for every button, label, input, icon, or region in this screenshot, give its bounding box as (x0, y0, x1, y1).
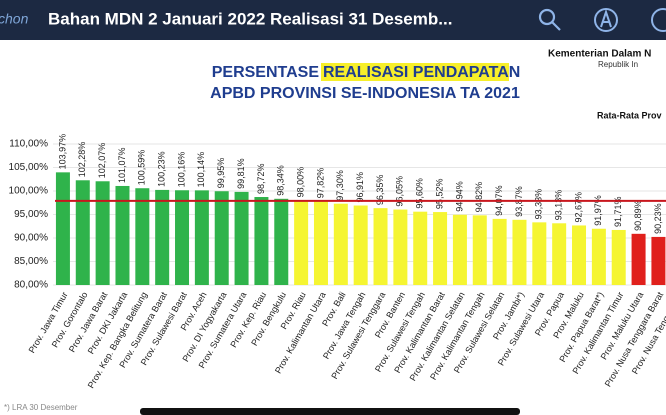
plot: 80,00% 85,00% 90,00% 95,00% 100,00% 105,00% 11… (9, 134, 666, 390)
bar (294, 200, 309, 285)
bar (95, 181, 110, 285)
bar (155, 189, 170, 285)
bar (274, 198, 289, 285)
average-label: Rata-Rata Prov (597, 110, 662, 120)
value-label: 101,07% (117, 147, 127, 183)
bar (373, 208, 388, 285)
value-label: 96,05% (395, 176, 405, 207)
value-label: 91,97% (593, 195, 603, 226)
y-tick-label: 110,00% (9, 139, 48, 150)
bar (313, 201, 328, 285)
value-label: 94,82% (474, 182, 484, 213)
chart-title: PERSENTASE (212, 64, 320, 81)
bar (175, 190, 190, 285)
value-label: 96,91% (355, 172, 365, 203)
value-label: 96,35% (375, 175, 385, 206)
value-label: 102,28% (77, 142, 87, 178)
value-label: 97,82% (315, 168, 325, 199)
value-label: 98,72% (256, 163, 266, 194)
bar (135, 188, 150, 285)
more-circle (651, 8, 666, 32)
bar (115, 185, 130, 285)
value-label: 93,33% (534, 189, 544, 220)
y-tick-label: 80,00% (14, 280, 48, 291)
y-tick-label: 105,00% (9, 162, 49, 173)
y-tick-label: 85,00% (14, 256, 48, 267)
bar (591, 228, 606, 285)
bar (254, 197, 269, 285)
bar (631, 233, 646, 285)
value-label: 100,23% (157, 151, 167, 187)
bar (611, 229, 626, 285)
bar (512, 219, 527, 285)
value-label: 91,71% (613, 196, 623, 227)
value-label: 102,07% (97, 143, 107, 179)
bar (651, 236, 666, 285)
value-label: 94,94% (454, 181, 464, 212)
bar (552, 223, 567, 285)
markup-pen (600, 8, 612, 28)
markup-icon[interactable] (594, 8, 618, 32)
bar (333, 203, 348, 285)
value-label: 100,59% (137, 150, 147, 186)
value-label: 100,16% (176, 152, 186, 188)
value-label: 95,60% (415, 178, 425, 209)
bar (55, 172, 70, 285)
bar (472, 215, 487, 285)
value-label: 95,52% (434, 179, 444, 210)
y-tick-label: 95,00% (14, 209, 48, 220)
home-indicator (140, 408, 520, 415)
bar (532, 222, 547, 285)
chart-subtitle: APBD PROVINSI SE-INDONESIA TA 2021 (210, 85, 520, 102)
chart-title-highlight: REALISASI PENDAPATAN (323, 64, 520, 81)
title-highlight-bg (321, 63, 509, 81)
value-label: 99,95% (216, 158, 226, 189)
search-handle (551, 21, 561, 31)
more-icon[interactable] (651, 8, 666, 32)
bar (353, 205, 368, 285)
value-label: 98,34% (276, 165, 286, 196)
search-lens (538, 8, 556, 26)
search-icon[interactable] (538, 8, 561, 31)
value-label: 90,89% (633, 200, 643, 231)
bar (413, 211, 428, 285)
org-sub: Republik In (598, 60, 638, 69)
bar (492, 218, 507, 285)
bar (234, 191, 249, 285)
value-label: 100,14% (196, 152, 206, 188)
bar (194, 190, 209, 285)
org-name: Kementerian Dalam N (548, 49, 651, 60)
value-label: 103,97% (57, 134, 67, 170)
footnote: *) LRA 30 Desember (4, 403, 78, 412)
app-title: Bahan MDN 2 Januari 2022 Realisasi 31 De… (48, 9, 452, 28)
bar (75, 180, 90, 285)
y-tick-label: 100,00% (9, 186, 49, 197)
bar (452, 214, 467, 285)
value-label: 98,00% (296, 167, 306, 198)
value-label: 99,81% (236, 158, 246, 189)
value-label: 90,23% (653, 203, 663, 234)
bar (572, 225, 587, 285)
app-left-text: chon (0, 11, 29, 27)
value-label: 97,30% (335, 170, 345, 201)
value-label: 92,67% (573, 192, 583, 223)
bar (393, 209, 408, 285)
app-bar (0, 0, 666, 40)
y-tick-label: 90,00% (14, 233, 48, 244)
value-label: 93,13% (554, 190, 564, 221)
bar (433, 212, 448, 285)
bar (214, 191, 229, 285)
